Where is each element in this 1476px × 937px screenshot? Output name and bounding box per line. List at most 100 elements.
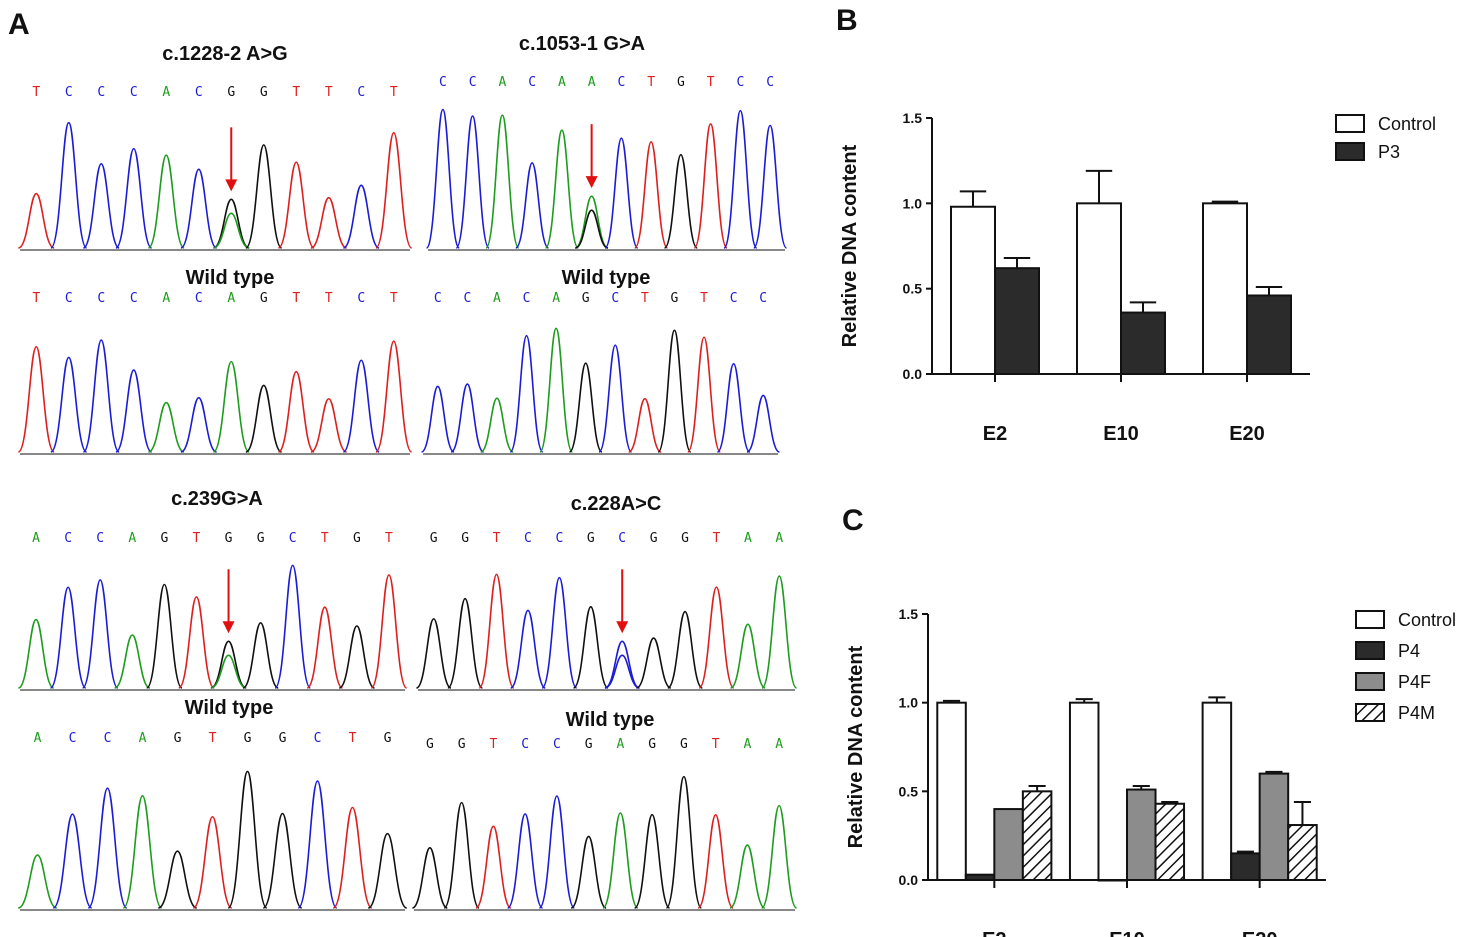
- base-call: T: [385, 531, 393, 546]
- bar-control-e10: [1076, 202, 1122, 375]
- peak-A: [114, 634, 151, 689]
- peak-G: [245, 144, 283, 249]
- base-call: T: [707, 75, 715, 90]
- base-call: C: [523, 291, 531, 306]
- peak-G: [411, 847, 448, 909]
- base-call: G: [680, 737, 688, 752]
- bar-p4-e10: [1097, 879, 1129, 882]
- peak-C: [180, 168, 218, 249]
- bar-control-e20: [1201, 701, 1233, 882]
- base-call: T: [292, 85, 300, 100]
- base-call: C: [289, 531, 297, 546]
- base-call: A: [32, 531, 40, 546]
- bar-p4f-e20: [1258, 772, 1290, 881]
- peak-C: [506, 813, 544, 909]
- base-call: G: [587, 531, 595, 546]
- bar-control-e10: [1068, 701, 1100, 882]
- legend-label: P3: [1378, 142, 1400, 162]
- base-call: G: [227, 85, 235, 100]
- peak-C: [420, 385, 455, 453]
- peak-G: [262, 812, 303, 909]
- panel-label-c: C: [842, 504, 864, 537]
- base-call: C: [65, 85, 73, 100]
- base-call: A: [227, 291, 235, 306]
- base-call: A: [162, 85, 170, 100]
- base-call: C: [555, 531, 563, 546]
- y-tick-label: 0.0: [899, 872, 919, 888]
- base-call: C: [736, 75, 744, 90]
- legend-label: P4F: [1398, 672, 1431, 692]
- peak-C: [52, 813, 93, 909]
- base-call: T: [325, 291, 333, 306]
- peak-A: [544, 129, 580, 249]
- peak-G: [568, 362, 603, 453]
- base-call: G: [458, 737, 466, 752]
- peak-T: [370, 574, 408, 689]
- peak-A: [148, 401, 185, 453]
- base-call: A: [139, 731, 147, 746]
- bar-p4-e20: [1230, 852, 1261, 882]
- base-call: G: [244, 731, 252, 746]
- base-call: C: [130, 291, 138, 306]
- legend-label: P4: [1398, 641, 1420, 661]
- peak-T: [277, 161, 315, 249]
- x-tick-label: E20: [1242, 929, 1278, 937]
- base-call: T: [700, 291, 708, 306]
- peak-T: [306, 606, 344, 689]
- legend-swatch: [1355, 703, 1385, 722]
- peak-T: [178, 596, 215, 689]
- bar-p3-e10: [1120, 311, 1166, 375]
- bar-p4f-e2: [993, 808, 1024, 881]
- base-call: C: [618, 531, 626, 546]
- base-call: C: [521, 737, 529, 752]
- base-call: A: [498, 75, 506, 90]
- base-call: T: [32, 85, 40, 100]
- base-call: T: [641, 291, 649, 306]
- bar-p4f-e10: [1126, 788, 1157, 881]
- y-tick-label: 0.5: [903, 281, 923, 297]
- base-call: C: [766, 75, 774, 90]
- peak-C: [598, 344, 633, 453]
- mutation-arrow-head: [225, 179, 238, 192]
- base-call: G: [582, 291, 590, 306]
- legend-label: Control: [1398, 610, 1456, 630]
- peak-G: [666, 610, 704, 689]
- base-call: G: [430, 531, 438, 546]
- base-call: G: [160, 531, 168, 546]
- base-call: T: [349, 731, 357, 746]
- trace-title: c.239G>A: [171, 488, 263, 510]
- base-call: G: [384, 731, 392, 746]
- y-tick-label: 1.5: [899, 606, 919, 622]
- legend-label: Control: [1378, 114, 1436, 134]
- peak-G: [415, 618, 452, 689]
- base-call: T: [292, 291, 300, 306]
- peak-C: [509, 609, 547, 689]
- peak-T: [628, 397, 662, 453]
- peak-A: [760, 804, 798, 909]
- peak-C: [541, 576, 578, 689]
- x-tick-label: E10: [1109, 929, 1145, 937]
- base-call: T: [713, 531, 721, 546]
- legend-label: P4M: [1398, 703, 1435, 723]
- bar-p4m-e2: [1021, 790, 1053, 881]
- base-call: T: [390, 85, 398, 100]
- base-call: C: [69, 731, 77, 746]
- peak-secondary-G: [574, 209, 609, 249]
- peak-T: [697, 813, 734, 909]
- peak-C: [297, 780, 338, 909]
- base-call: G: [461, 531, 469, 546]
- bar-p3-e2: [994, 267, 1040, 376]
- peak-A: [122, 795, 163, 909]
- peak-T: [332, 806, 373, 909]
- chromatogram-wildtype-2: Wild type C C A C A G C T G T C C: [420, 267, 780, 455]
- base-call: G: [681, 531, 689, 546]
- base-call: G: [174, 731, 182, 746]
- peak-G: [633, 813, 671, 909]
- peak-secondary-A: [210, 654, 247, 689]
- base-call: C: [97, 85, 105, 100]
- peak-T: [633, 141, 669, 249]
- peak-C: [82, 162, 120, 249]
- peak-T: [698, 586, 735, 689]
- base-call: C: [759, 291, 767, 306]
